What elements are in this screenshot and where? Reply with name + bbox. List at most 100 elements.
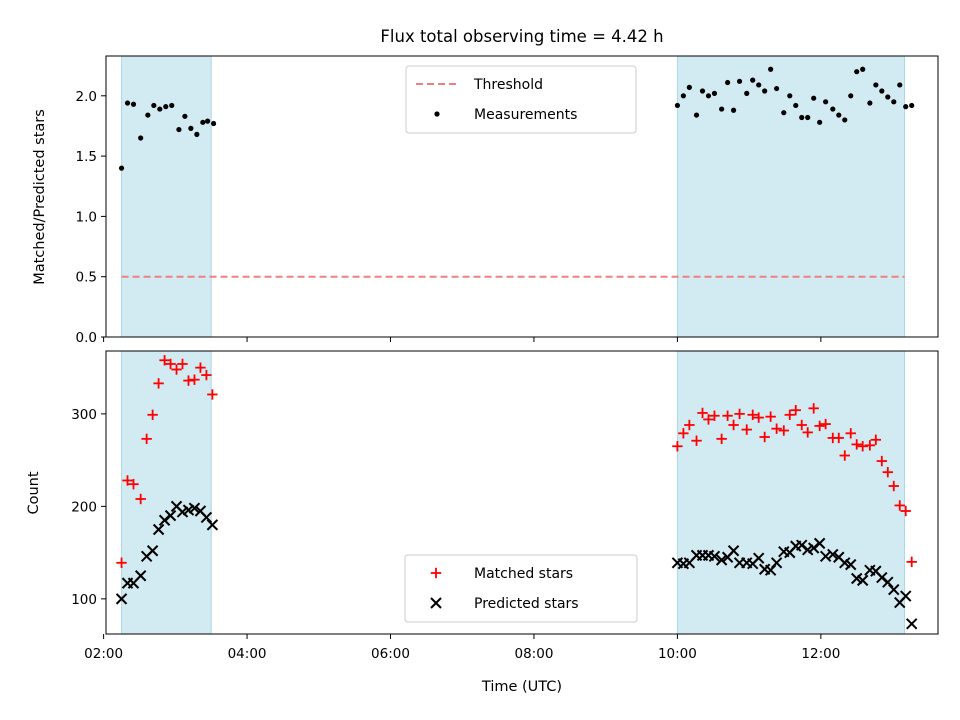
matched-star-point	[159, 355, 170, 366]
measurement-point	[811, 95, 817, 101]
observing-window-1	[121, 56, 212, 337]
x-stroke	[702, 549, 715, 562]
bottom-axes-frame	[105, 350, 939, 635]
measurement-point	[836, 112, 842, 118]
x-stroke	[188, 502, 201, 514]
measurement-point	[176, 126, 182, 133]
measurement-point	[169, 102, 175, 109]
matched-star-point	[189, 374, 200, 385]
matched-star-point	[845, 428, 856, 439]
matched-star-point	[207, 389, 218, 400]
y-tick-label: 2.0	[76, 89, 97, 105]
measurement-point	[680, 93, 686, 99]
matched-star-point	[728, 419, 739, 431]
x-stroke	[152, 523, 165, 536]
measurement-point	[756, 82, 762, 88]
x-stroke	[115, 593, 128, 605]
top-y-axis: 0.0 0.5 1.0 1.5 2.0	[76, 89, 106, 346]
matched-star-point	[722, 410, 733, 421]
x-stroke	[905, 618, 918, 630]
x-tick-label: 10:00	[658, 646, 697, 662]
y-tick-label: 1.5	[76, 149, 97, 165]
matched-star-point	[870, 434, 882, 445]
predicted-star-point	[856, 574, 869, 587]
top-axes-frame	[105, 55, 939, 338]
legend-x-marker	[430, 597, 442, 609]
legend-threshold-label: Threshold	[473, 77, 543, 93]
matched-star-point	[153, 378, 164, 389]
x-stroke	[164, 509, 177, 522]
matched-star-point	[165, 358, 176, 370]
predicted-star-point	[115, 593, 128, 605]
predicted-star-point	[770, 557, 783, 569]
top-legend-box	[405, 65, 637, 134]
x-stroke	[134, 570, 147, 582]
x-stroke	[864, 564, 876, 576]
x-stroke	[796, 539, 808, 551]
x-stroke	[170, 500, 183, 513]
measurement-point	[693, 112, 700, 118]
measurement-point	[781, 110, 787, 116]
predicted-star-point	[827, 548, 839, 561]
measurement-point	[909, 102, 915, 109]
observing-window-2	[677, 56, 905, 337]
legend-predicted-label: Predicted stars	[474, 596, 579, 612]
x-axis-label: Time (UTC)	[481, 679, 562, 695]
x-tick-label: 06:00	[371, 646, 410, 662]
measurement-point	[188, 125, 194, 131]
x-stroke	[200, 511, 213, 524]
measurement-point	[830, 106, 836, 112]
predicted-star-point	[727, 545, 740, 557]
measurement-point	[823, 99, 829, 105]
predicted-star-point	[764, 564, 777, 576]
predicted-star-point	[188, 502, 201, 514]
measurement-point	[725, 79, 731, 86]
measurement-point	[873, 82, 879, 88]
predicted-star-point	[164, 509, 177, 522]
x-stroke	[778, 545, 790, 558]
matched-star-point	[709, 410, 720, 421]
measurement-point	[118, 165, 125, 171]
measurement-point	[138, 135, 144, 141]
measurement-point	[686, 84, 692, 90]
measurement-point	[699, 88, 706, 94]
matched-star-point	[171, 364, 182, 375]
matched-star-point	[201, 369, 212, 381]
x-stroke	[839, 557, 851, 569]
observing-window-1	[121, 351, 212, 634]
measurement-point	[736, 78, 743, 84]
measurement-point	[903, 104, 909, 110]
predicted-star-point	[152, 523, 165, 536]
bottom-y-axis: 100 200 300	[71, 407, 106, 608]
bottom-legend-box	[404, 554, 638, 623]
y-tick-label: 1.0	[76, 209, 97, 225]
matched-star-point	[177, 358, 188, 370]
x-stroke	[741, 557, 753, 569]
matched-star-point	[195, 362, 206, 373]
measurement-point	[787, 93, 793, 99]
observing-window-2	[677, 351, 905, 634]
y-tick-label: 200	[71, 499, 97, 515]
predicted-star-point	[146, 545, 159, 557]
matched-star-point	[808, 403, 819, 414]
measurement-point	[793, 102, 799, 109]
matched-star-point	[906, 556, 917, 568]
x-tick-label: 12:00	[801, 646, 840, 662]
measurement-points	[118, 66, 915, 171]
measurement-point	[768, 66, 774, 72]
x-stroke	[876, 571, 888, 584]
matched-star-point	[839, 450, 850, 461]
measurement-point	[719, 106, 725, 112]
matched-star-point	[678, 428, 689, 439]
x-stroke	[758, 563, 771, 575]
top-x-ticks	[103, 337, 822, 342]
measurement-point	[163, 104, 169, 110]
measurement-point	[762, 88, 768, 94]
matched-star-point	[771, 423, 782, 434]
bottom-observing-windows	[121, 351, 906, 634]
predicted-star-point	[888, 583, 900, 596]
measurement-point	[157, 106, 163, 112]
bottom-legend: Matched stars Predicted stars	[404, 554, 638, 623]
matched-star-point	[753, 412, 764, 423]
